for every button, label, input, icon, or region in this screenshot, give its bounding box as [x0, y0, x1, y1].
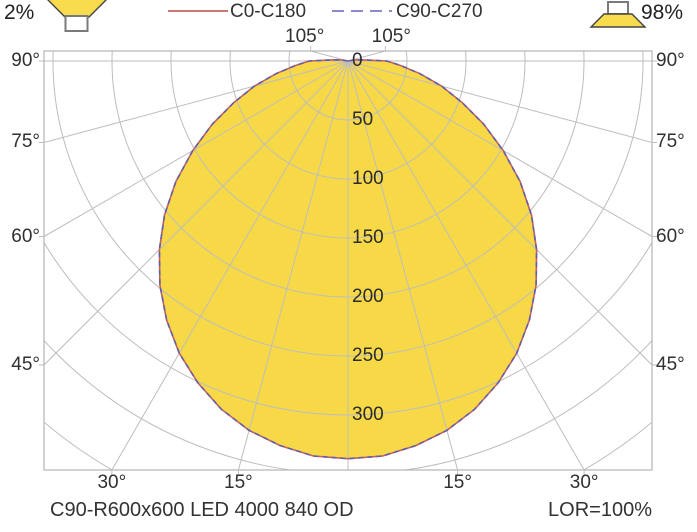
radial-tick-label: 150	[352, 227, 384, 248]
angle-tick-label: 105°	[371, 26, 411, 47]
uplight-icon	[47, 0, 107, 32]
uplight-percent: 2%	[4, 1, 35, 24]
legend-line-c0-c180	[168, 10, 228, 12]
legend-line-c90-c270	[332, 10, 392, 12]
radial-tick-label: 200	[352, 286, 384, 307]
angle-tick-label: 45°	[11, 354, 40, 375]
radial-tick-label: 300	[352, 404, 384, 425]
angle-tick-label: 90°	[11, 50, 40, 71]
angle-tick-label: 90°	[656, 50, 685, 71]
angle-tick-label: 30°	[97, 472, 127, 493]
radial-tick-label: 100	[352, 168, 384, 189]
angle-tick-label: 60°	[656, 225, 685, 247]
angle-tick-label: 75°	[11, 131, 40, 153]
angle-tick-label: 15°	[224, 472, 253, 493]
angle-tick-label: 30°	[569, 472, 599, 493]
radial-tick-label: 0	[352, 50, 363, 71]
downlight-percent: 98%	[641, 1, 684, 24]
legend-label-c0-c180: C0-C180	[230, 1, 307, 22]
polar-grid	[44, 51, 652, 470]
angle-tick-label: 15°	[443, 472, 472, 493]
angle-tick-label: 60°	[11, 225, 40, 247]
angle-tick-label: 105°	[285, 26, 325, 47]
polar-chart	[39, 46, 657, 475]
luminaire-name-caption: C90-R600x600 LED 4000 840 OD	[50, 499, 354, 521]
curve-c0-c180	[158, 58, 538, 460]
radial-tick-label: 50	[352, 109, 374, 130]
plot-border	[43, 50, 653, 471]
downlight-icon	[589, 1, 647, 28]
legend-label-c90-c270: C90-C270	[396, 1, 483, 22]
angle-tick-label: 45°	[656, 354, 685, 375]
distribution-curves	[158, 58, 538, 460]
lor-caption: LOR=100%	[548, 499, 652, 521]
angle-tick-label: 75°	[656, 131, 685, 153]
radial-tick-label: 250	[352, 345, 384, 366]
